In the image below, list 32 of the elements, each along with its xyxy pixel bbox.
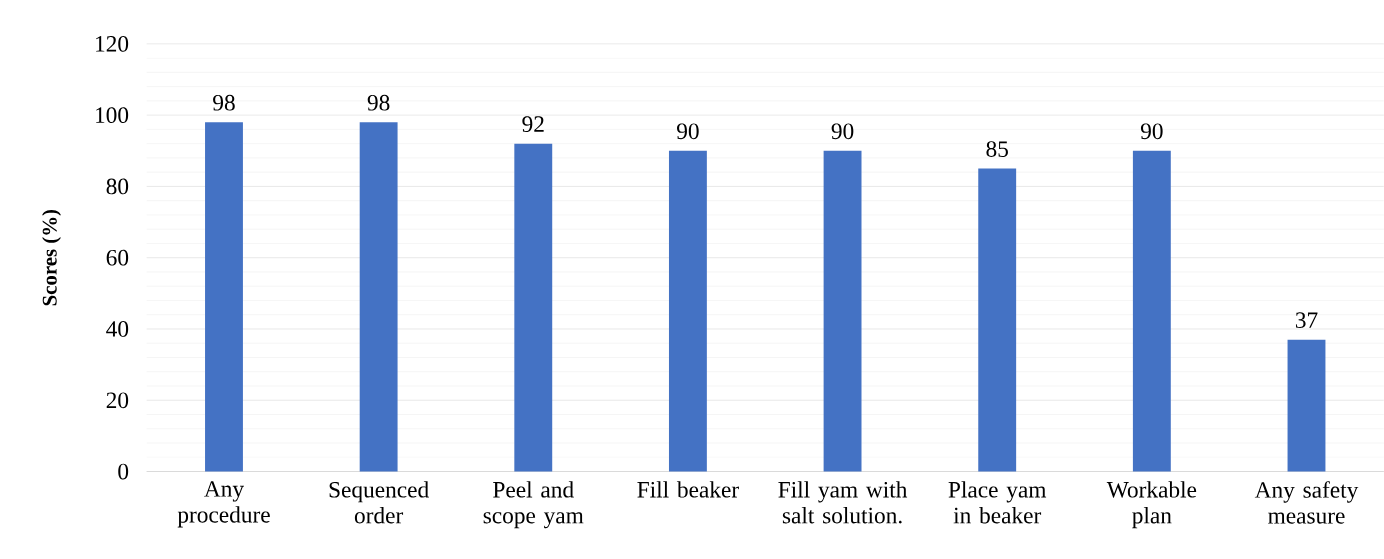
y-tick-label: 40 — [106, 320, 129, 337]
data-label: 90 — [1140, 123, 1163, 140]
bar — [668, 150, 707, 472]
y-tick-label: 80 — [106, 178, 129, 195]
bar — [205, 122, 243, 472]
y-tick-label: 60 — [106, 249, 129, 266]
data-label: 90 — [676, 123, 699, 140]
data-label: 90 — [831, 123, 854, 140]
x-tick-label: Any procedure — [177, 481, 270, 528]
bar — [823, 150, 862, 472]
x-tick-label: Peel and scope yam — [483, 481, 584, 529]
bar — [1132, 150, 1171, 472]
bar — [359, 122, 398, 472]
data-label: 92 — [522, 116, 544, 132]
x-tick-label: Fill yam with salt solution. — [778, 481, 908, 524]
x-tick-label: Fill beaker — [637, 481, 739, 498]
data-label: 98 — [367, 94, 390, 111]
y-tick-label: 20 — [106, 392, 129, 409]
bar — [514, 143, 553, 472]
data-label: 85 — [986, 141, 1008, 157]
y-tick-label: 0 — [118, 463, 129, 480]
x-tick-label: Place yam in beaker — [948, 481, 1047, 524]
x-tick-label: Sequenced order — [329, 481, 429, 524]
y-tick-label: 100 — [96, 107, 129, 123]
x-tick-label: Workable plan — [1106, 481, 1197, 529]
data-label: 37 — [1295, 312, 1318, 328]
x-tick-label: Any safety measure — [1254, 481, 1359, 524]
bar — [1287, 339, 1326, 472]
bar — [978, 168, 1017, 472]
data-label: 98 — [213, 94, 235, 111]
y-tick-label: 120 — [96, 35, 129, 52]
y-axis-title: Scores (%) — [42, 209, 61, 306]
